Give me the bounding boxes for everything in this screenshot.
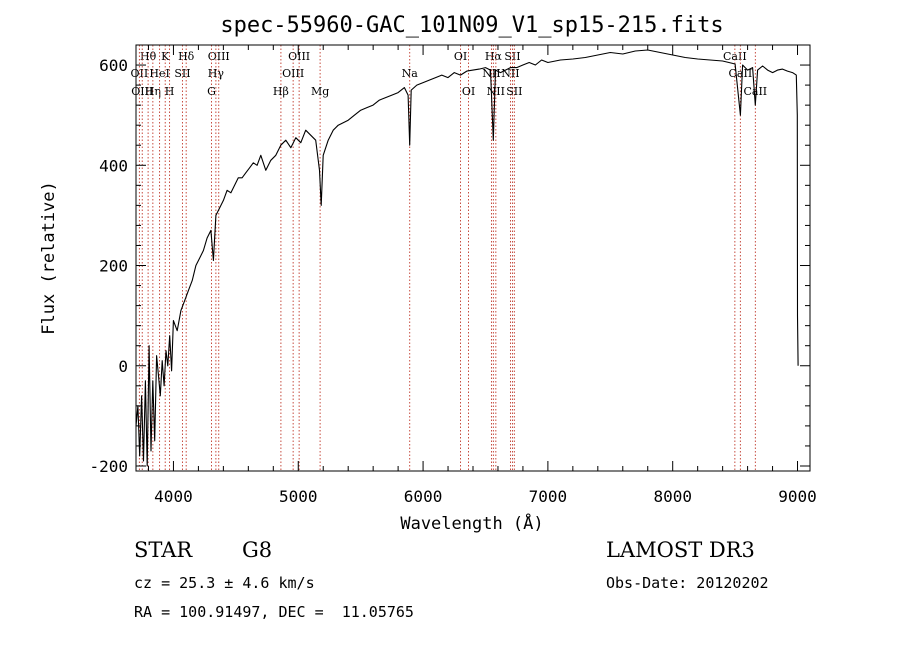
observation-date: Obs-Date: 20120202 <box>606 574 769 592</box>
marker-label: OI <box>454 50 467 63</box>
y-tick-label: -200 <box>89 457 128 476</box>
y-axis-label: Flux (relative) <box>39 181 59 335</box>
x-tick-label: 5000 <box>279 487 318 506</box>
x-tick-label: 7000 <box>529 487 568 506</box>
spectrum-series <box>135 49 799 467</box>
x-axis-label: Wavelength (Å) <box>400 512 543 534</box>
x-tick-label: 4000 <box>154 487 193 506</box>
marker-label: OIII <box>282 67 304 80</box>
marker-label: G <box>207 85 216 98</box>
object-class: STAR <box>134 538 193 562</box>
marker-label: K <box>161 50 170 63</box>
marker-label: SII <box>504 50 520 63</box>
x-tick-label: 6000 <box>404 487 443 506</box>
y-tick-label: 0 <box>118 357 128 376</box>
marker-label: OIII <box>288 50 310 63</box>
marker-label: Hγ <box>208 67 225 80</box>
series-line-spectrum <box>135 49 799 467</box>
y-tick-label: 600 <box>99 56 128 75</box>
marker-label: CaII <box>723 50 747 63</box>
marker-label: CaII <box>743 85 767 98</box>
marker-label: OI <box>462 85 475 98</box>
marker-label: OIII <box>208 50 230 63</box>
marker-label: Mg <box>311 85 329 98</box>
y-tick-label: 400 <box>99 156 128 175</box>
marker-label: SII <box>506 85 522 98</box>
survey-name: LAMOST DR3 <box>606 538 755 562</box>
marker-label: NII <box>501 67 519 80</box>
chart-title: spec-55960-GAC_101N09_V1_sp15-215.fits <box>220 13 723 38</box>
marker-label: H <box>165 85 175 98</box>
coordinates: RA = 100.91497, DEC = 11.05765 <box>134 603 414 621</box>
y-tick-label: 200 <box>99 257 128 276</box>
redshift-velocity: cz = 25.3 ± 4.6 km/s <box>134 574 315 592</box>
marker-label: Hα <box>485 50 503 63</box>
marker-label: NII <box>482 67 500 80</box>
object-subclass: G8 <box>242 538 273 562</box>
marker-label: NII <box>487 85 505 98</box>
marker-label: SII <box>174 67 190 80</box>
plot-frame <box>135 44 811 472</box>
marker-label: Hδ <box>178 50 195 63</box>
marker-label: Na <box>402 67 419 80</box>
x-tick-label: 8000 <box>653 487 692 506</box>
marker-label: Hη <box>145 85 161 98</box>
marker-label: OIII <box>131 85 153 98</box>
marker-label: HeI <box>149 67 169 80</box>
marker-label: CaII <box>729 67 753 80</box>
y-axis-ticks: -200 0 200 400 600 <box>89 56 810 476</box>
x-axis-ticks: 4000 5000 6000 7000 8000 9000 <box>147 45 817 506</box>
marker-label: OII <box>131 67 149 80</box>
x-tick-label: 9000 <box>778 487 817 506</box>
marker-label: Hβ <box>273 85 289 98</box>
